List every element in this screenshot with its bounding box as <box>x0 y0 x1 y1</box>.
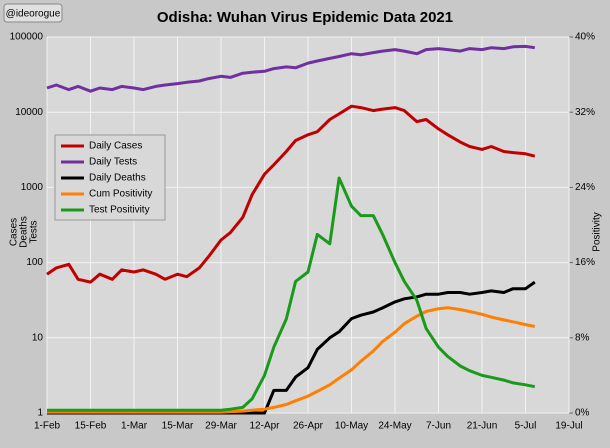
y2-tick-label: 24% <box>575 182 595 193</box>
y2-tick-label: 0% <box>575 408 590 419</box>
x-tick-label: 24-May <box>378 421 411 432</box>
y2-tick-label: 16% <box>575 257 595 268</box>
y-tick-label: 10 <box>32 332 44 343</box>
series-line <box>47 306 536 414</box>
x-tick-label: 29-Mar <box>205 421 237 432</box>
x-tick-label: 5-Jul <box>515 421 537 432</box>
x-tick-label: 1-Feb <box>34 421 61 432</box>
watermark-box <box>3 3 63 23</box>
series-line <box>47 176 536 412</box>
x-tick-label: 21-Jun <box>467 421 498 432</box>
legend-label: Daily Tests <box>89 157 137 168</box>
y-label-line: Cases <box>9 218 20 246</box>
legend-label: Daily Cases <box>89 141 142 152</box>
y-label-line: Tests <box>29 220 40 243</box>
y2-tick-label: 32% <box>575 107 595 118</box>
y-tick-label: 1 <box>37 408 43 419</box>
x-tick-label: 7-Jun <box>426 421 451 432</box>
y-tick-label: 10000 <box>15 107 43 118</box>
watermark: @ideorogue <box>6 9 61 20</box>
series-line <box>46 44 536 93</box>
y-tick-label: 100 <box>26 257 43 268</box>
series-line <box>46 104 536 284</box>
legend-box <box>54 134 166 221</box>
legend: Daily Cases Daily Tests Daily Deaths Cum Po… <box>54 134 166 221</box>
y-tick-label: 100000 <box>10 32 44 43</box>
y2-tick-label: 40% <box>575 32 595 43</box>
x-tick-label: 10-May <box>335 421 368 432</box>
y2-tick-label: 8% <box>575 332 590 343</box>
legend-label: Daily Deaths <box>89 173 146 184</box>
chart-title: Odisha: Wuhan Virus Epidemic Data 2021 <box>157 9 453 26</box>
x-tick-label: 26-Apr <box>293 421 324 432</box>
y-tick-label: 1000 <box>21 182 44 193</box>
y2-axis-label: Positivity <box>592 212 603 251</box>
legend-label: Test Positivity <box>89 205 150 216</box>
x-tick-label: 15-Feb <box>75 421 107 432</box>
x-tick-label: 12-Apr <box>249 421 280 432</box>
x-tick-label: 1-Mar <box>121 421 148 432</box>
legend-label: Cum Positivity <box>89 189 152 200</box>
y-axis-label: Cases Deaths Tests <box>9 216 40 248</box>
y-label-line: Deaths <box>19 216 30 248</box>
x-tick-label: 15-Mar <box>162 421 194 432</box>
x-tick-label: 19-Jul <box>555 421 582 432</box>
